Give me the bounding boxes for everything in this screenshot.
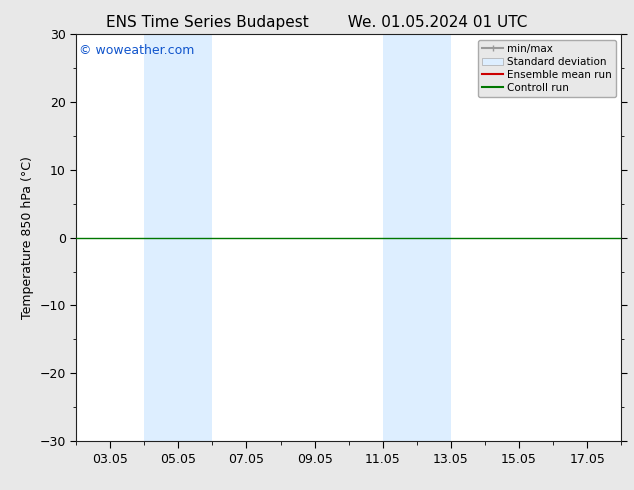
Text: © woweather.com: © woweather.com [79,45,194,57]
Legend: min/max, Standard deviation, Ensemble mean run, Controll run: min/max, Standard deviation, Ensemble me… [478,40,616,97]
Bar [383,34,451,441]
Text: ENS Time Series Budapest        We. 01.05.2024 01 UTC: ENS Time Series Budapest We. 01.05.2024 … [107,15,527,30]
Y-axis label: Temperature 850 hPa (°C): Temperature 850 hPa (°C) [21,156,34,319]
Bar [144,34,212,441]
